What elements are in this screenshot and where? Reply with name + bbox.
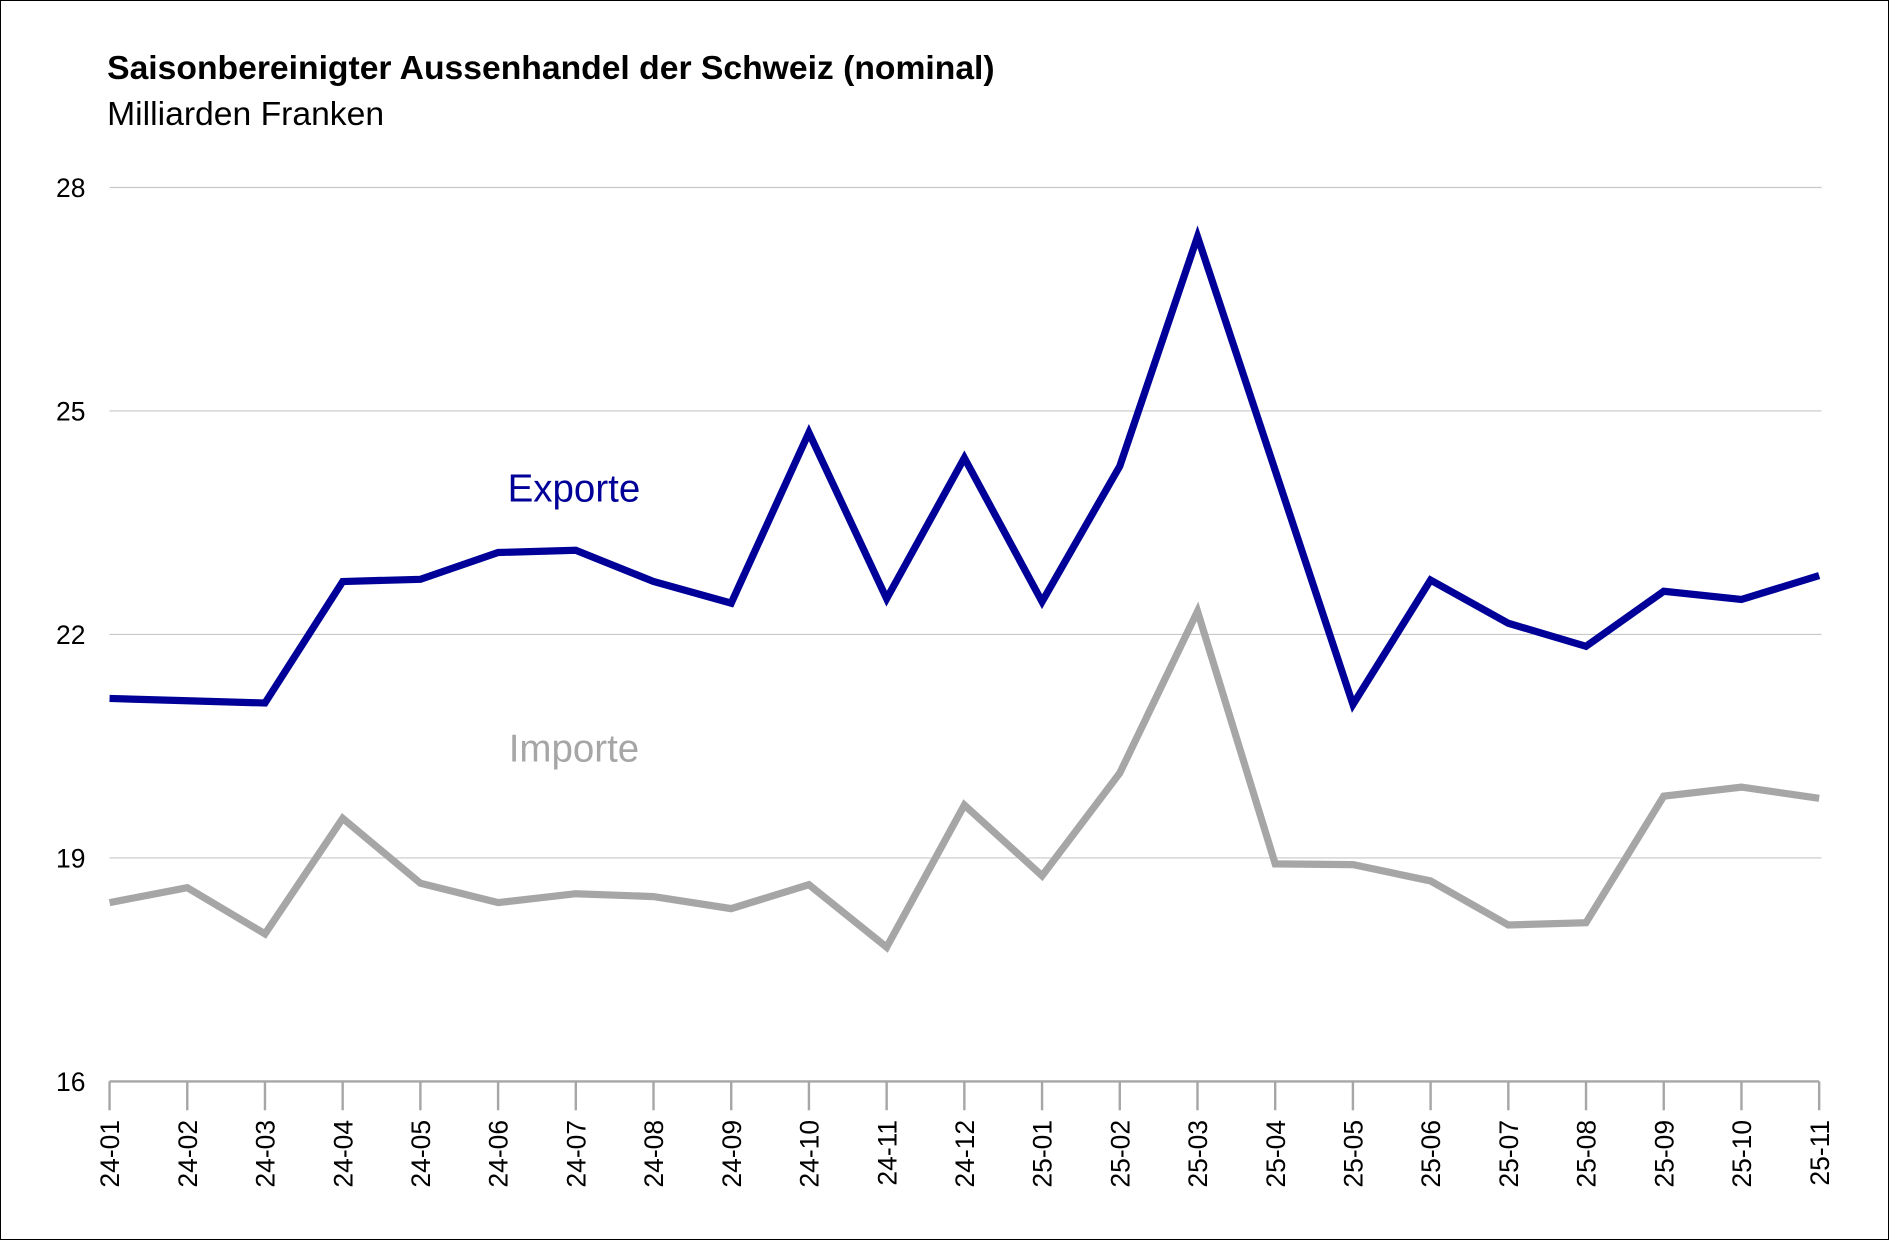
y-tick-label: 25 bbox=[56, 397, 85, 427]
chart-subtitle: Milliarden Franken bbox=[107, 96, 384, 133]
series-line-exporte bbox=[109, 225, 1821, 713]
x-tick-label: 24-06 bbox=[484, 1120, 514, 1188]
x-tick-label: 24-01 bbox=[95, 1120, 125, 1188]
x-tick-label: 25-05 bbox=[1339, 1120, 1369, 1188]
series-label-importe: Importe bbox=[509, 727, 639, 770]
series-line-importe bbox=[108, 601, 1820, 953]
x-tick-label: 24-02 bbox=[173, 1120, 203, 1188]
x-tick-label: 25-09 bbox=[1649, 1120, 1679, 1188]
x-tick-label: 25-06 bbox=[1416, 1120, 1446, 1188]
y-tick-label: 16 bbox=[56, 1067, 85, 1097]
x-tick-label: 25-11 bbox=[1805, 1120, 1835, 1186]
series-label-exporte: Exporte bbox=[508, 467, 641, 510]
y-tick-label: 28 bbox=[56, 173, 85, 203]
x-tick-label: 24-03 bbox=[251, 1120, 281, 1188]
x-tick-label: 24-09 bbox=[717, 1120, 747, 1188]
x-tick-label: 24-12 bbox=[950, 1120, 980, 1188]
x-tick-label: 25-07 bbox=[1494, 1120, 1524, 1188]
x-tick-label: 25-03 bbox=[1183, 1120, 1213, 1188]
x-tick-label: 24-10 bbox=[795, 1120, 825, 1188]
x-tick-label: 25-08 bbox=[1572, 1120, 1602, 1188]
x-tick-label: 25-01 bbox=[1028, 1120, 1058, 1188]
x-tick-label: 24-05 bbox=[406, 1120, 436, 1188]
chart-title: Saisonbereinigter Aussenhandel der Schwe… bbox=[107, 50, 995, 87]
x-tick-label: 24-08 bbox=[639, 1120, 669, 1188]
x-tick-label: 25-10 bbox=[1727, 1120, 1757, 1188]
x-tick-label: 25-04 bbox=[1261, 1120, 1291, 1188]
x-tick-label: 25-02 bbox=[1105, 1120, 1135, 1188]
x-tick-label: 24-11 bbox=[872, 1120, 902, 1186]
y-tick-label: 22 bbox=[56, 620, 85, 650]
y-tick-label: 19 bbox=[56, 844, 85, 874]
x-tick-label: 24-04 bbox=[328, 1120, 358, 1188]
x-tick-label: 24-07 bbox=[561, 1120, 591, 1188]
